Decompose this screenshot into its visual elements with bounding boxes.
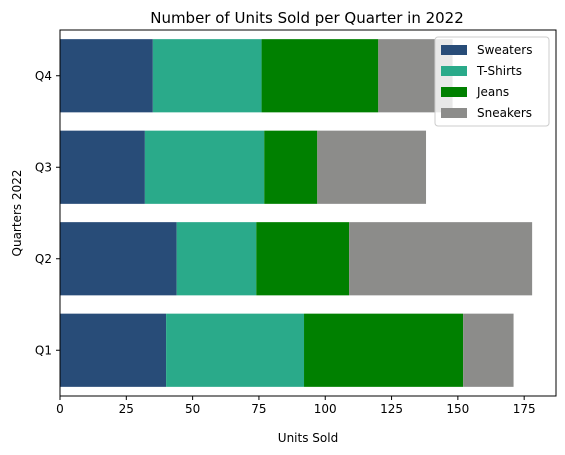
y-axis-label: Quarters 2022	[10, 170, 24, 257]
legend-label-jeans: Jeans	[476, 85, 509, 99]
x-tick-label: 0	[56, 402, 64, 416]
legend-label-t-shirts: T-Shirts	[476, 64, 522, 78]
bar-jeans-q3	[264, 130, 318, 204]
y-tick-label-q1: Q1	[35, 343, 52, 357]
bar-sneakers-q2	[349, 222, 533, 296]
bar-t-shirts-q2	[176, 222, 257, 296]
x-tick-label: 150	[446, 402, 469, 416]
x-tick-label: 125	[380, 402, 403, 416]
x-axis: 0 25 50 75 100 125 150 175	[56, 396, 536, 416]
y-tick-label-q4: Q4	[35, 69, 52, 83]
bar-sneakers-q1	[463, 313, 514, 387]
legend-swatch-sneakers	[441, 108, 467, 118]
plot-frame	[59, 29, 557, 397]
legend-swatch-jeans	[441, 87, 467, 97]
bar-sneakers-q3	[317, 130, 427, 204]
y-tick-label-q2: Q2	[35, 252, 52, 266]
x-tick-label: 75	[251, 402, 266, 416]
x-tick-label: 25	[119, 402, 134, 416]
y-axis: Q1 Q2 Q3 Q4	[35, 69, 60, 357]
bar-sweaters-q4	[60, 39, 153, 113]
bar-t-shirts-q1	[166, 313, 305, 387]
bar-jeans-q1	[304, 313, 464, 387]
legend-label-sweaters: Sweaters	[477, 43, 532, 57]
x-tick-label: 50	[185, 402, 200, 416]
legend-swatch-sweaters	[441, 45, 467, 55]
x-axis-label: Units Sold	[278, 431, 338, 445]
legend-swatch-t-shirts	[441, 66, 467, 76]
bar-jeans-q2	[256, 222, 350, 296]
legend: Sweaters T-Shirts Jeans Sneakers	[434, 36, 550, 127]
bar-t-shirts-q4	[152, 39, 262, 113]
plot-bars	[60, 39, 533, 387]
bar-sweaters-q1	[60, 313, 167, 387]
legend-label-sneakers: Sneakers	[477, 106, 532, 120]
bar-jeans-q4	[261, 39, 379, 113]
bar-t-shirts-q3	[144, 130, 265, 204]
x-tick-label: 175	[513, 402, 536, 416]
chart-title: Number of Units Sold per Quarter in 2022	[150, 9, 464, 27]
bar-sweaters-q2	[60, 222, 177, 296]
bar-sweaters-q3	[60, 130, 145, 204]
legend-box	[434, 36, 550, 127]
y-tick-label-q3: Q3	[35, 160, 52, 174]
x-tick-label: 100	[314, 402, 337, 416]
